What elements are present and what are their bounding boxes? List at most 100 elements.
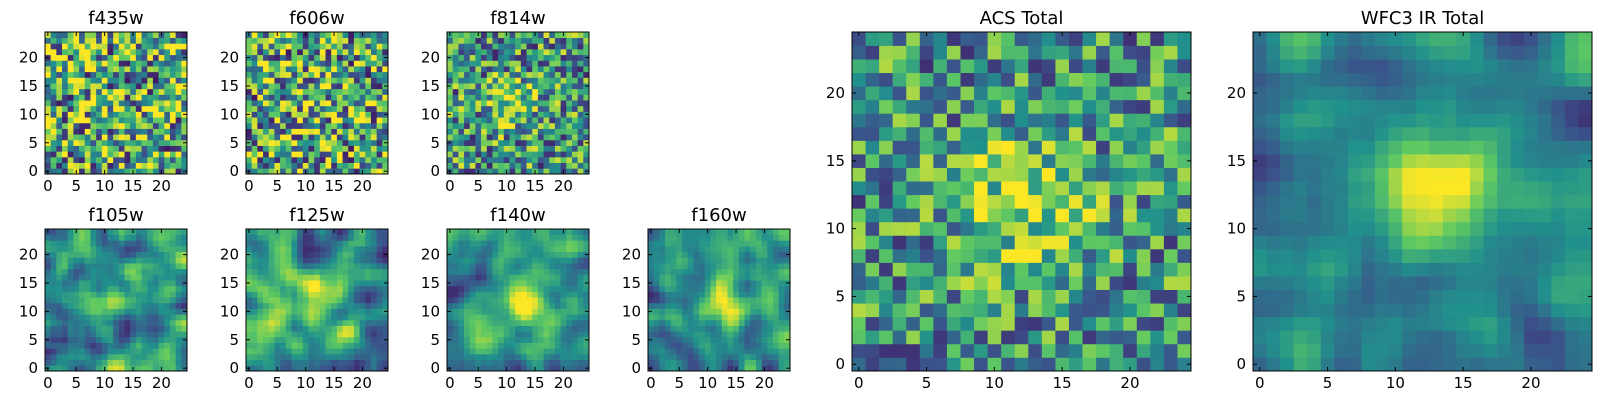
heatmap-cell — [62, 100, 69, 107]
heatmap-cell — [79, 37, 86, 44]
heatmap-cell — [274, 263, 281, 270]
heatmap-cell — [62, 60, 69, 67]
heatmap-cell — [169, 77, 176, 84]
heatmap-cell — [682, 342, 689, 349]
heatmap-cell — [164, 37, 171, 44]
heatmap-cell — [583, 66, 590, 73]
heatmap-cell — [96, 83, 103, 90]
heatmap-cell — [727, 308, 734, 315]
heatmap-cell — [665, 336, 672, 343]
heatmap-cell — [50, 280, 57, 287]
heatmap-cell — [537, 251, 544, 258]
heatmap-cell — [974, 221, 988, 236]
heatmap-cell — [879, 262, 894, 277]
heatmap-cell — [704, 291, 711, 298]
heatmap-cell — [56, 128, 63, 135]
heatmap-cell — [147, 156, 154, 163]
heatmap-cell — [175, 100, 182, 107]
heatmap-cell — [50, 151, 57, 158]
heatmap-cell — [152, 168, 159, 175]
heatmap-cell — [135, 100, 142, 107]
heatmap-cell — [648, 353, 655, 360]
heatmap-cell — [181, 246, 188, 253]
heatmap-cell — [56, 240, 63, 247]
heatmap-cell — [750, 325, 757, 332]
heatmap-cell — [486, 105, 493, 112]
heatmap-cell — [257, 240, 264, 247]
heatmap-cell — [67, 94, 74, 101]
heatmap-cell — [537, 88, 544, 95]
heatmap-cell — [141, 359, 148, 366]
heatmap-cell — [733, 331, 740, 338]
heatmap-cell — [251, 145, 258, 152]
heatmap-cell — [464, 297, 471, 304]
heatmap-cell — [302, 49, 309, 56]
heatmap-cell — [526, 94, 533, 101]
heatmap-cell — [526, 353, 533, 360]
heatmap-cell — [62, 122, 69, 129]
heatmap-cell — [118, 94, 125, 101]
heatmap-cell — [515, 162, 522, 169]
heatmap-cell — [537, 291, 544, 298]
heatmap-cell — [549, 336, 556, 343]
heatmap-cell — [90, 246, 97, 253]
heatmap-cell — [342, 134, 349, 141]
heatmap-cell — [486, 263, 493, 270]
heatmap-cell — [152, 246, 159, 253]
heatmap-cell — [251, 105, 258, 112]
heatmap-cell — [314, 325, 321, 332]
heatmap-cell — [73, 162, 80, 169]
heatmap-cell — [325, 325, 332, 332]
heatmap-cell — [107, 291, 114, 298]
heatmap-cell — [141, 162, 148, 169]
heatmap-cell — [370, 280, 377, 287]
y-tick-label: 10 — [421, 302, 440, 320]
heatmap-cell — [251, 117, 258, 124]
heatmap-cell — [319, 83, 326, 90]
heatmap-cell — [101, 151, 108, 158]
heatmap-cell — [515, 111, 522, 118]
heatmap-cell — [1177, 208, 1192, 223]
heatmap-cell — [353, 71, 360, 78]
heatmap-cell — [772, 308, 779, 315]
heatmap-cell — [62, 229, 69, 236]
heatmap-cell — [1109, 167, 1124, 182]
heatmap-cell — [62, 246, 69, 253]
heatmap-cell — [481, 302, 488, 309]
heatmap-cell — [1001, 330, 1016, 345]
heatmap-cell — [118, 100, 125, 107]
heatmap-cell — [577, 145, 584, 152]
heatmap-cell — [727, 359, 734, 366]
heatmap-cell — [727, 234, 734, 241]
heatmap-cell — [503, 285, 510, 292]
heatmap-cell — [716, 268, 723, 275]
heatmap-cell — [314, 156, 321, 163]
heatmap-cell — [865, 235, 880, 250]
heatmap-cell — [486, 353, 493, 360]
heatmap-cell — [554, 32, 561, 39]
heatmap-cell — [382, 145, 389, 152]
heatmap-cell — [469, 263, 476, 270]
heatmap-cell — [365, 49, 372, 56]
heatmap-cell — [84, 117, 91, 124]
heatmap-cell — [141, 325, 148, 332]
heatmap-cell — [767, 291, 774, 298]
heatmap-cell — [67, 100, 74, 107]
heatmap-cell — [50, 251, 57, 258]
heatmap-cell — [342, 105, 349, 112]
heatmap-cell — [169, 111, 176, 118]
heatmap-cell — [659, 331, 666, 338]
heatmap-cell — [319, 280, 326, 287]
heatmap-cell — [492, 71, 499, 78]
heatmap-cell — [130, 319, 137, 326]
heatmap-cell — [376, 83, 383, 90]
heatmap-cell — [147, 229, 154, 236]
heatmap-cell — [370, 145, 377, 152]
heatmap-cell — [486, 240, 493, 247]
x-tick-label: 20 — [152, 374, 171, 392]
heatmap-cell — [865, 248, 880, 263]
heatmap-cell — [486, 100, 493, 107]
heatmap-cell — [376, 77, 383, 84]
heatmap-cell — [164, 111, 171, 118]
heatmap-cell — [130, 145, 137, 152]
